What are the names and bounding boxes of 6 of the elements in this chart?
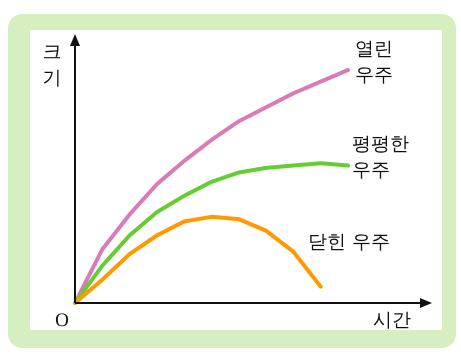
series-label: 닫힌 우주 xyxy=(308,231,390,253)
x-axis-title: 시간 xyxy=(373,309,411,331)
text: O xyxy=(55,310,69,331)
y-axis-title: 크기 xyxy=(42,41,62,89)
series-label: 평평한 우주 xyxy=(352,133,409,181)
series-label: 열린 우주 xyxy=(355,38,393,86)
